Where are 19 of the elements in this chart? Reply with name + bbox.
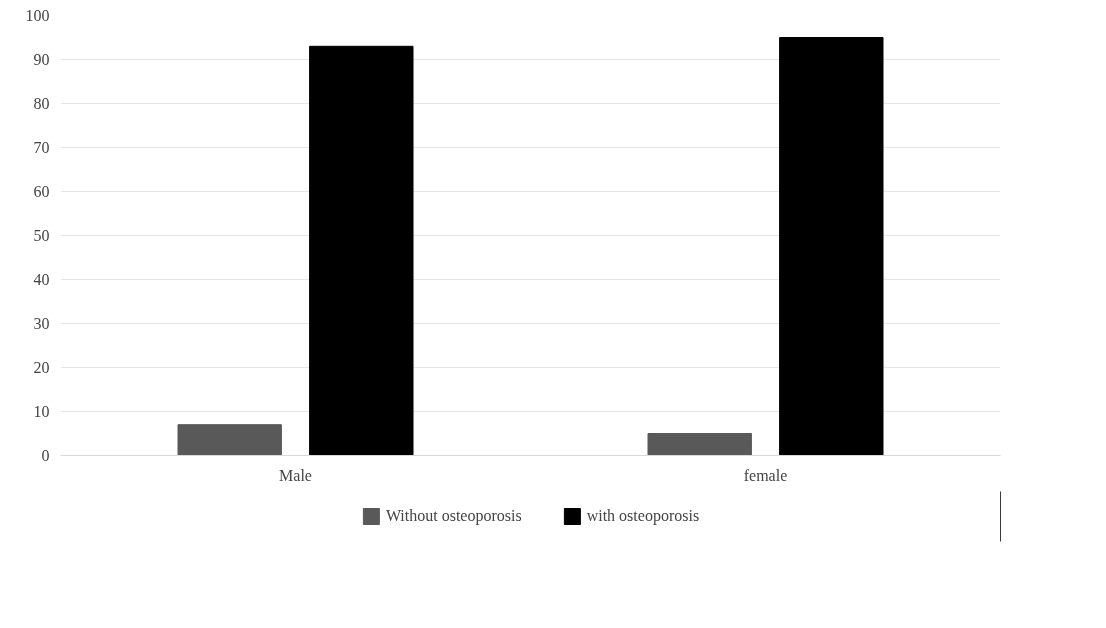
y-tick-label: 0 <box>41 447 50 464</box>
x-tick-label: Male <box>279 466 312 484</box>
y-tick-label: 70 <box>33 139 50 156</box>
y-tick-label: 90 <box>33 51 50 68</box>
bar <box>309 45 414 456</box>
legend-label: with osteoporosis <box>586 507 700 525</box>
x-tick-label: female <box>743 466 788 484</box>
y-tick-label: 20 <box>33 359 50 376</box>
bar <box>779 37 884 456</box>
y-tick-label: 30 <box>33 315 50 332</box>
y-tick-label: 10 <box>33 403 50 420</box>
y-tick-label: 50 <box>33 227 50 244</box>
y-tick-label: 40 <box>33 271 50 288</box>
legend-label: Without osteoporosis <box>385 507 522 525</box>
y-tick-label: 100 <box>25 7 50 24</box>
bar <box>647 433 752 456</box>
y-tick-label: 80 <box>33 95 50 112</box>
bar <box>177 424 282 456</box>
y-tick-label: 60 <box>33 183 50 200</box>
